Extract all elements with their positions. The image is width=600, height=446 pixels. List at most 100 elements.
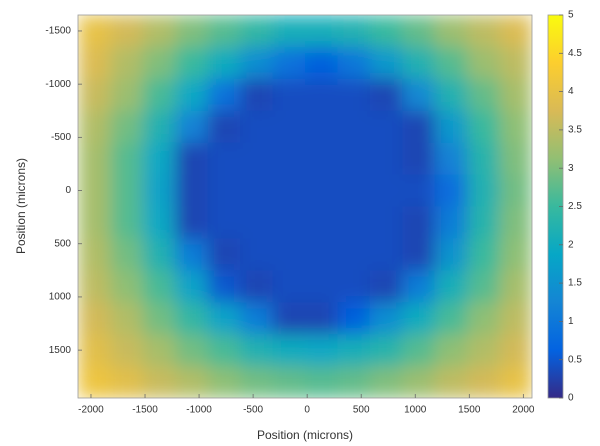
x-tick-label: -500 [243, 405, 263, 416]
heatmap-cell [207, 334, 241, 367]
heatmap-cell [240, 174, 274, 207]
heatmap-cell [305, 206, 338, 239]
heatmap-cell [142, 78, 176, 112]
heatmap-cell [369, 174, 403, 207]
heatmap-cell [369, 46, 403, 80]
heatmap-cell [110, 366, 144, 398]
x-tick-label: -2000 [78, 405, 104, 416]
x-tick-label: 1000 [404, 405, 427, 416]
heatmap-cell [402, 15, 436, 48]
heatmap-cell [402, 174, 436, 207]
heatmap-cell [78, 174, 111, 207]
heatmap-cell [305, 238, 338, 271]
heatmap-cell [369, 78, 403, 112]
heatmap-cell [175, 46, 209, 80]
heatmap-cell [434, 366, 468, 398]
colorbar-tick-label: 1.5 [568, 278, 582, 289]
heatmap-cell [110, 270, 144, 303]
heatmap-cell [110, 238, 144, 271]
heatmap-cell [142, 270, 176, 303]
heatmap-cell [240, 270, 274, 303]
y-tick-label: -1000 [45, 79, 71, 90]
heatmap-cell [499, 366, 532, 398]
heatmap-cell [207, 174, 241, 207]
heatmap-cell [499, 174, 532, 207]
heatmap-cell [499, 206, 532, 239]
heatmap-cell [240, 110, 274, 144]
colorbar-tick-label: 0 [568, 393, 574, 404]
heatmap-cell [402, 78, 436, 112]
heatmap-cell [499, 15, 532, 48]
heatmap-cell [467, 110, 501, 144]
heatmap-cell [207, 206, 241, 239]
heatmap-cell [305, 334, 338, 367]
heatmap-cell [110, 142, 144, 176]
heatmap-cell [78, 206, 111, 239]
heatmap-cell [337, 15, 371, 48]
y-tick-label: 500 [54, 238, 71, 249]
heatmap-cell [369, 334, 403, 367]
heatmap-cell [272, 142, 306, 176]
heatmap-cell [337, 334, 371, 367]
heatmap-cell [467, 78, 501, 112]
heatmap-cell [240, 78, 274, 112]
heatmap-cell [78, 238, 111, 271]
heatmap-cell [305, 302, 338, 335]
heatmap-cell [369, 15, 403, 48]
heatmap-cell [272, 15, 306, 48]
heatmap-cell [272, 366, 306, 398]
heatmap-cell [305, 46, 338, 80]
heatmap-cell [305, 270, 338, 303]
heatmap-cell [142, 46, 176, 80]
heatmap-cell [175, 110, 209, 144]
heatmap-cell [175, 270, 209, 303]
x-tick-label: 2000 [512, 405, 535, 416]
heatmap-cell [369, 142, 403, 176]
colorbar-tick-label: 4.5 [568, 48, 582, 59]
heatmap-cell [467, 366, 501, 398]
heatmap-cell [142, 174, 176, 207]
heatmap-cell [369, 302, 403, 335]
heatmap-cell [434, 334, 468, 367]
heatmap-cell [499, 46, 532, 80]
colorbar-tick-label: 3 [568, 163, 574, 174]
heatmap-cell [272, 110, 306, 144]
heatmap-cell [467, 15, 501, 48]
heatmap-cell [369, 206, 403, 239]
colorbar-tick-label: 4 [568, 86, 574, 97]
heatmap-cell [499, 142, 532, 176]
heatmap-cell [240, 15, 274, 48]
heatmap-cell [207, 238, 241, 271]
heatmap-cell [434, 238, 468, 271]
x-tick-label: -1500 [132, 405, 158, 416]
heatmap-cell [272, 46, 306, 80]
heatmap-cell [434, 206, 468, 239]
x-tick-label: -1000 [186, 405, 212, 416]
y-tick-label: -1500 [45, 26, 71, 37]
heatmap-cell [467, 206, 501, 239]
heatmap-cell [337, 366, 371, 398]
heatmap-cell [337, 110, 371, 144]
heatmap-cell [434, 302, 468, 335]
heatmap-cell [240, 366, 274, 398]
heatmap-cell [272, 238, 306, 271]
heatmap-cell [240, 46, 274, 80]
heatmap-cell [78, 15, 111, 48]
heatmap-cell [499, 78, 532, 112]
heatmap-cell [175, 78, 209, 112]
heatmap-cell [467, 302, 501, 335]
heatmap-cell [110, 46, 144, 80]
colorbar-tick-label: 2 [568, 239, 574, 250]
heatmap-cells [78, 15, 532, 398]
heatmap-cell [272, 174, 306, 207]
x-tick-label: 1500 [458, 405, 481, 416]
y-tick-label: -500 [51, 132, 71, 143]
heatmap-cell [272, 78, 306, 112]
heatmap-cell [369, 110, 403, 144]
heatmap-cell [337, 238, 371, 271]
heatmap-cell [434, 46, 468, 80]
heatmap-cell [305, 110, 338, 144]
heatmap-cell [142, 142, 176, 176]
heatmap-cell [272, 270, 306, 303]
heatmap-cell [402, 238, 436, 271]
